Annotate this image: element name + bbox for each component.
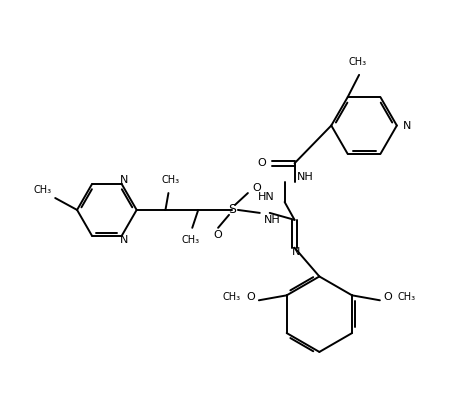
Text: N: N	[119, 235, 128, 245]
Text: CH₃: CH₃	[161, 175, 179, 185]
Text: N: N	[292, 247, 300, 257]
Text: O: O	[383, 292, 392, 302]
Text: O: O	[252, 183, 261, 193]
Text: S: S	[228, 204, 235, 216]
Text: CH₃: CH₃	[347, 57, 365, 67]
Text: HN: HN	[257, 192, 274, 202]
Text: CH₃: CH₃	[223, 292, 241, 302]
Text: NH: NH	[263, 215, 280, 225]
Text: CH₃: CH₃	[397, 292, 415, 302]
Text: CH₃: CH₃	[181, 235, 199, 245]
Text: NH: NH	[296, 172, 313, 182]
Text: CH₃: CH₃	[33, 185, 51, 195]
Text: N: N	[402, 120, 410, 130]
Text: O: O	[246, 292, 254, 302]
Text: O: O	[213, 230, 222, 240]
Text: N: N	[119, 175, 128, 185]
Text: O: O	[257, 158, 265, 168]
